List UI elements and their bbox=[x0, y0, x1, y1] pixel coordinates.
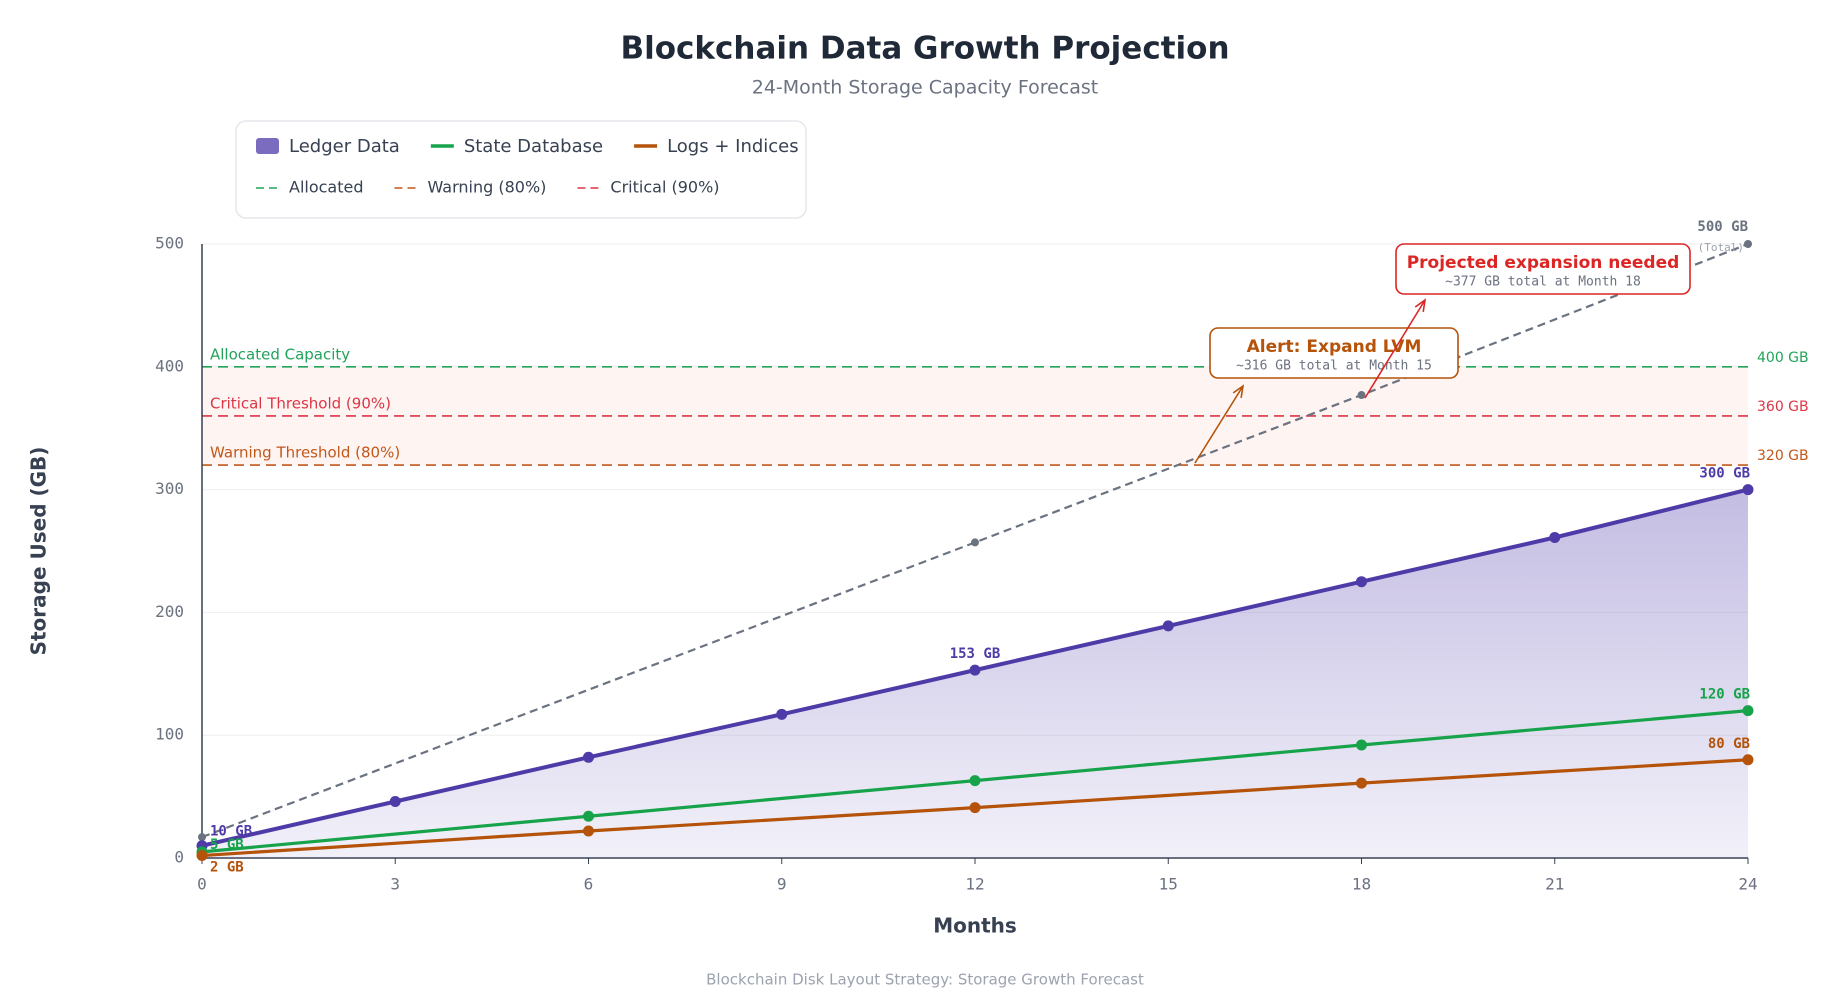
annotation-text: ~316 GB total at Month 15 bbox=[1236, 359, 1432, 374]
legend-box bbox=[235, 120, 807, 219]
data-label: 10 GB bbox=[210, 824, 252, 840]
x-tick-label: 0 bbox=[197, 875, 207, 894]
y-tick-label: 300 bbox=[155, 479, 184, 498]
legend-label: Critical (90%) bbox=[610, 178, 719, 197]
x-tick-label: 21 bbox=[1545, 875, 1564, 894]
series-point bbox=[1742, 754, 1754, 766]
threshold-value-label: 360 GB bbox=[1757, 399, 1809, 415]
series-point bbox=[1742, 484, 1754, 496]
x-tick-label: 3 bbox=[390, 875, 400, 894]
chart-title: Blockchain Data Growth Projection bbox=[620, 31, 1229, 67]
series-point bbox=[583, 751, 594, 763]
series-point bbox=[583, 825, 594, 837]
series-point bbox=[196, 850, 208, 862]
total-note: (Total) bbox=[1698, 241, 1744, 254]
y-tick-label: 100 bbox=[155, 725, 184, 744]
legend-label: State Database bbox=[464, 136, 603, 157]
series-point bbox=[969, 802, 981, 814]
chart-subtitle: 24-Month Storage Capacity Forecast bbox=[752, 77, 1098, 99]
total-point bbox=[198, 833, 206, 842]
series-point bbox=[969, 664, 981, 676]
x-axis-label: Months bbox=[933, 914, 1017, 938]
annotation-title: Alert: Expand LVM bbox=[1247, 337, 1422, 357]
series-point bbox=[1549, 531, 1561, 543]
data-label: 2 GB bbox=[210, 860, 244, 876]
legend-label: Allocated bbox=[289, 178, 364, 197]
data-label: 300 GB bbox=[1699, 466, 1750, 482]
annotation-arrow bbox=[1364, 299, 1426, 399]
series-point bbox=[1162, 620, 1174, 632]
series-point bbox=[583, 810, 594, 822]
data-label: 80 GB bbox=[1708, 736, 1750, 752]
threshold-label: Allocated Capacity bbox=[210, 345, 350, 363]
data-label: 5 GB bbox=[210, 837, 244, 853]
threshold-label: Warning Threshold (80%) bbox=[210, 444, 400, 462]
annotation-arrowhead bbox=[1414, 298, 1427, 312]
threshold-value-label: 320 GB bbox=[1757, 448, 1809, 464]
total-value-label: 500 GB bbox=[1697, 219, 1748, 235]
legend-label: Warning (80%) bbox=[428, 178, 547, 197]
series-point bbox=[1742, 705, 1754, 717]
x-tick-label: 24 bbox=[1738, 875, 1757, 894]
annotation-box bbox=[1395, 243, 1691, 295]
data-label: 120 GB bbox=[1699, 687, 1750, 703]
total-point bbox=[1744, 240, 1752, 248]
annotation-box bbox=[1209, 327, 1459, 379]
annotation-text: ~377 GB total at Month 18 bbox=[1445, 275, 1641, 290]
x-tick-label: 9 bbox=[777, 875, 787, 894]
series-point bbox=[1356, 777, 1367, 789]
series-point bbox=[1356, 576, 1367, 588]
total-point bbox=[971, 538, 979, 547]
y-axis-label: Storage Used (GB) bbox=[27, 447, 51, 656]
y-tick-label: 0 bbox=[174, 848, 184, 867]
legend-label: Logs + Indices bbox=[667, 136, 799, 157]
x-tick-label: 15 bbox=[1159, 875, 1178, 894]
series-point bbox=[389, 796, 401, 808]
data-label: 153 GB bbox=[950, 646, 1001, 662]
series-point bbox=[776, 708, 788, 720]
y-tick-label: 200 bbox=[155, 602, 184, 621]
legend-swatch bbox=[256, 138, 279, 154]
threshold-value-label: 400 GB bbox=[1757, 350, 1809, 366]
footer: Blockchain Disk Layout Strategy: Storage… bbox=[706, 971, 1144, 989]
series-point bbox=[969, 775, 981, 787]
legend-label: Ledger Data bbox=[289, 136, 400, 157]
y-tick-label: 400 bbox=[155, 356, 184, 375]
threshold-label: Critical Threshold (90%) bbox=[210, 394, 391, 412]
y-tick-label: 500 bbox=[155, 234, 184, 253]
series-point bbox=[1356, 739, 1367, 751]
x-tick-label: 18 bbox=[1352, 875, 1371, 894]
total-line bbox=[201, 242, 1749, 839]
annotation-arrowhead bbox=[1232, 384, 1245, 398]
legend: Ledger Data State Database Logs + Indices A… bbox=[256, 136, 799, 197]
annotation-arrow bbox=[1194, 385, 1244, 464]
x-tick-label: 12 bbox=[965, 875, 984, 894]
total-point bbox=[1357, 391, 1366, 400]
x-tick-label: 6 bbox=[584, 875, 594, 894]
annotation-title: Projected expansion needed bbox=[1407, 253, 1680, 273]
